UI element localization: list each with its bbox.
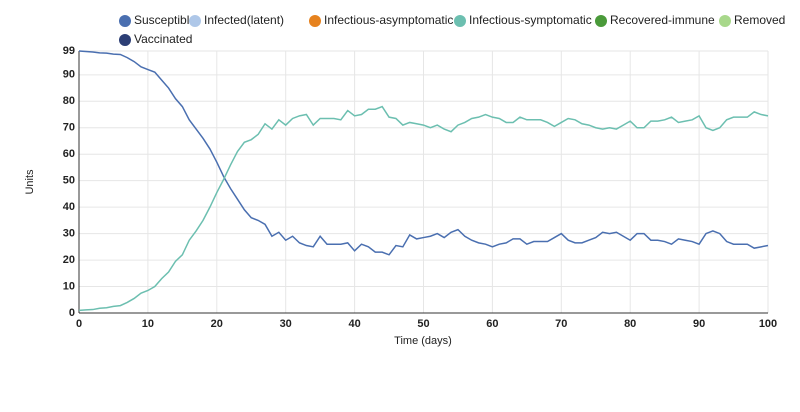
x-tick-label: 70 xyxy=(555,318,567,330)
legend-marker xyxy=(595,15,607,27)
x-tick-label: 50 xyxy=(417,318,429,330)
x-tick-label: 80 xyxy=(624,318,636,330)
y-tick-label: 40 xyxy=(63,201,75,213)
legend-marker xyxy=(119,15,131,27)
legend-label: Infected(latent) xyxy=(204,13,284,27)
legend-label: Infectious-symptomatic xyxy=(469,13,592,27)
y-tick-label: 90 xyxy=(63,69,75,81)
x-tick-label: 10 xyxy=(142,318,154,330)
x-tick-label: 0 xyxy=(76,318,82,330)
legend-label: Removed xyxy=(734,13,785,27)
y-tick-label: 60 xyxy=(63,148,75,160)
y-tick-label: 30 xyxy=(63,228,75,240)
y-tick-label: 10 xyxy=(63,280,75,292)
x-axis-label: Time (days) xyxy=(394,335,452,347)
y-tick-label: 20 xyxy=(63,254,75,266)
y-axis-label: Units xyxy=(24,169,36,195)
legend-label: Susceptible xyxy=(134,13,196,27)
y-tick-label: 80 xyxy=(63,95,75,107)
legend-label: Recovered-immune xyxy=(610,13,715,27)
legend-marker xyxy=(719,15,731,27)
legend-marker xyxy=(189,15,201,27)
x-tick-label: 60 xyxy=(486,318,498,330)
x-tick-label: 30 xyxy=(280,318,292,330)
x-tick-label: 90 xyxy=(693,318,705,330)
x-tick-label: 100 xyxy=(759,318,777,330)
legend-marker xyxy=(454,15,466,27)
legend-label: Vaccinated xyxy=(134,32,192,46)
legend-label: Infectious-asymptomatic xyxy=(324,13,453,27)
series-line xyxy=(78,50,769,256)
x-tick-label: 40 xyxy=(348,318,360,330)
y-tick-label: 0 xyxy=(69,307,75,319)
legend-marker xyxy=(119,34,131,46)
y-tick-label: 50 xyxy=(63,175,75,187)
y-tick-label: 99 xyxy=(63,45,75,57)
series-line xyxy=(78,105,769,312)
legend-marker xyxy=(309,15,321,27)
x-tick-label: 20 xyxy=(211,318,223,330)
y-tick-label: 70 xyxy=(63,122,75,134)
